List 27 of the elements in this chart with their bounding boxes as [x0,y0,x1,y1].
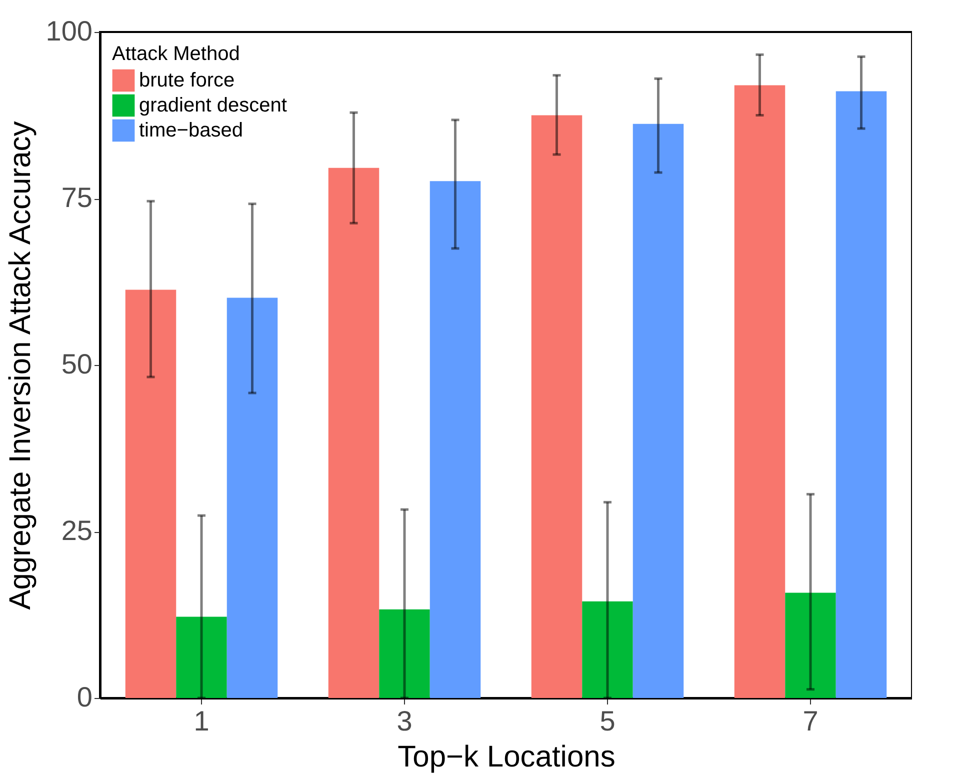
bar [379,609,430,698]
x-tick-label: 5 [600,706,616,736]
y-axis-title: Aggregate Inversion Attack Accuracy [4,121,37,610]
y-tick-label: 100 [46,16,92,46]
y-tick-label: 25 [61,515,92,546]
bar [328,168,380,698]
bar [430,181,481,698]
bar [734,85,786,698]
y-tick-label: 75 [61,182,92,213]
legend-label: brute force [139,70,235,92]
bar [785,592,836,698]
bar [582,601,633,698]
bar [531,115,582,698]
x-tick-label: 3 [396,706,412,736]
bar [836,91,887,698]
legend-title: Attack Method [112,43,240,65]
y-tick-label: 50 [61,348,92,380]
y-tick-label: 0 [76,682,92,712]
legend-label: time−based [139,120,243,142]
x-axis-title: Top−k Locations [398,740,616,774]
x-tick-label: 7 [802,706,818,736]
bar [226,298,278,698]
legend-label: gradient descent [139,94,288,116]
bar [176,616,227,698]
x-tick-label: 1 [194,706,210,736]
bar [125,290,176,698]
bar [632,124,684,698]
